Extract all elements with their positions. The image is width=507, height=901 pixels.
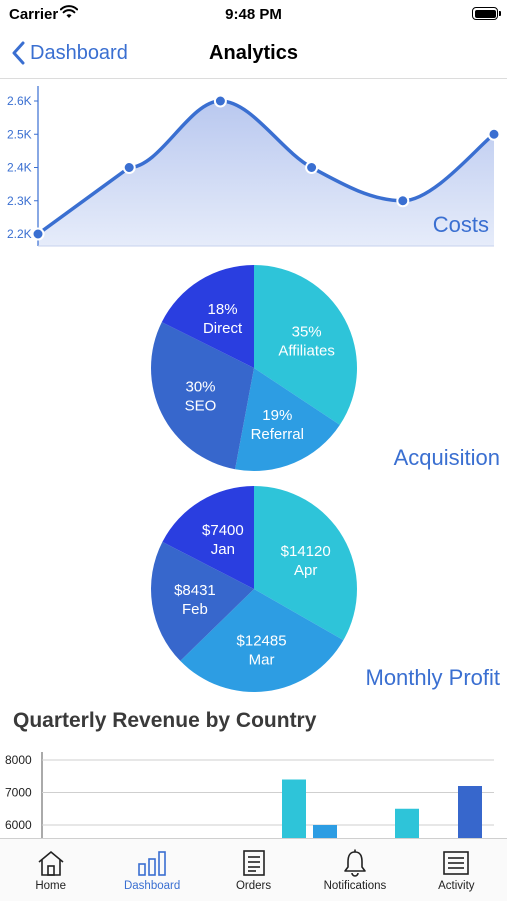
navigation-bar: Dashboard Analytics xyxy=(0,30,507,79)
tab-home[interactable]: Home xyxy=(0,839,101,901)
monthly-profit-slice xyxy=(151,541,254,661)
wifi-icon xyxy=(59,5,79,24)
monthly-profit-slice-label: Jan xyxy=(211,541,235,558)
tab-orders[interactable]: Orders xyxy=(203,839,304,901)
page-title: Analytics xyxy=(209,42,298,64)
document-icon xyxy=(242,850,265,876)
acquisition-slice-label: Direct xyxy=(203,320,243,337)
acquisition-slice-value: 18% xyxy=(208,301,238,318)
tab-home-label: Home xyxy=(35,880,67,892)
monthly-profit-slice-value: $12485 xyxy=(237,632,287,649)
monthly-profit-slice xyxy=(162,486,254,589)
tab-notifications[interactable]: Notifications xyxy=(304,839,405,901)
tab-activity-label: Activity xyxy=(438,880,475,892)
revenue-chart-title: Quarterly Revenue by Country xyxy=(13,709,317,732)
acquisition-slice xyxy=(161,265,254,368)
tab-dashboard-label: Dashboard xyxy=(123,880,181,892)
acquisition-slice xyxy=(254,265,357,425)
analytics-charts: 2.2K 2.3K 2.4K 2.5K 2.6K Costs 35% Affiliates 19… xyxy=(5,86,501,838)
bar-chart-icon xyxy=(138,851,166,876)
revenue-bar xyxy=(458,786,482,838)
clock-time: 9:48 PM xyxy=(225,6,282,23)
costs-data-point xyxy=(396,194,410,208)
costs-y-tick-label: 2.6K xyxy=(7,94,32,108)
costs-data-point xyxy=(305,161,319,174)
costs-data-point xyxy=(487,127,501,141)
acquisition-slice-label: Affiliates xyxy=(278,343,334,360)
costs-data-point xyxy=(122,161,136,174)
tab-orders-label: Orders xyxy=(235,880,272,892)
carrier-label: Carrier xyxy=(9,6,59,23)
costs-y-tick-label: 2.5K xyxy=(7,127,32,141)
back-label: Dashboard xyxy=(30,41,128,64)
acquisition-slice-value: 30% xyxy=(186,379,216,396)
monthly-profit-slice xyxy=(180,589,344,692)
monthly-profit-chart-title: Monthly Profit xyxy=(366,665,501,690)
costs-y-tick-label: 2.2K xyxy=(7,227,32,241)
monthly-profit-slice-label: Apr xyxy=(294,562,317,579)
acquisition-slice xyxy=(151,322,254,470)
chevron-left-icon xyxy=(12,41,25,65)
battery-icon xyxy=(472,7,501,20)
home-icon xyxy=(38,850,64,876)
revenue-bar xyxy=(282,779,306,838)
costs-data-point xyxy=(213,94,227,108)
monthly-profit-slice xyxy=(254,486,358,641)
acquisition-slice-label: SEO xyxy=(185,398,217,415)
costs-line xyxy=(36,99,496,236)
acquisition-slice-label: Referral xyxy=(251,426,304,443)
costs-y-tick-label: 2.3K xyxy=(7,194,32,208)
revenue-bar xyxy=(313,825,337,838)
acquisition-chart-title: Acquisition xyxy=(394,445,500,470)
revenue-y-tick-label: 8000 xyxy=(5,753,32,767)
acquisition-slice xyxy=(235,368,340,471)
tab-dashboard[interactable]: Dashboard xyxy=(101,839,202,901)
revenue-bar xyxy=(395,808,419,838)
bell-icon xyxy=(344,849,366,877)
costs-data-point xyxy=(31,227,45,241)
back-button[interactable]: Dashboard xyxy=(12,38,128,68)
status-bar: Carrier 9:48 PM xyxy=(0,0,507,30)
monthly-profit-slice-label: Mar xyxy=(249,651,275,668)
acquisition-slice-value: 35% xyxy=(292,324,322,341)
acquisition-slice-value: 19% xyxy=(262,407,292,424)
costs-area-fill xyxy=(38,101,494,246)
costs-y-tick-label: 2.4K xyxy=(7,161,32,175)
monthly-profit-slice-label: Feb xyxy=(182,601,208,618)
monthly-profit-slice-value: $7400 xyxy=(202,522,244,539)
list-icon xyxy=(443,851,470,875)
costs-chart-title: Costs xyxy=(433,212,489,237)
tab-notifications-label: Notifications xyxy=(323,880,387,892)
monthly-profit-slice-value: $8431 xyxy=(174,582,216,599)
tab-activity[interactable]: Activity xyxy=(406,839,507,901)
tab-bar: Home Dashboard Orders Notifications xyxy=(0,838,507,901)
monthly-profit-slice-value: $14120 xyxy=(281,543,331,560)
revenue-y-tick-label: 6000 xyxy=(5,818,32,832)
revenue-y-tick-label: 7000 xyxy=(5,786,32,800)
